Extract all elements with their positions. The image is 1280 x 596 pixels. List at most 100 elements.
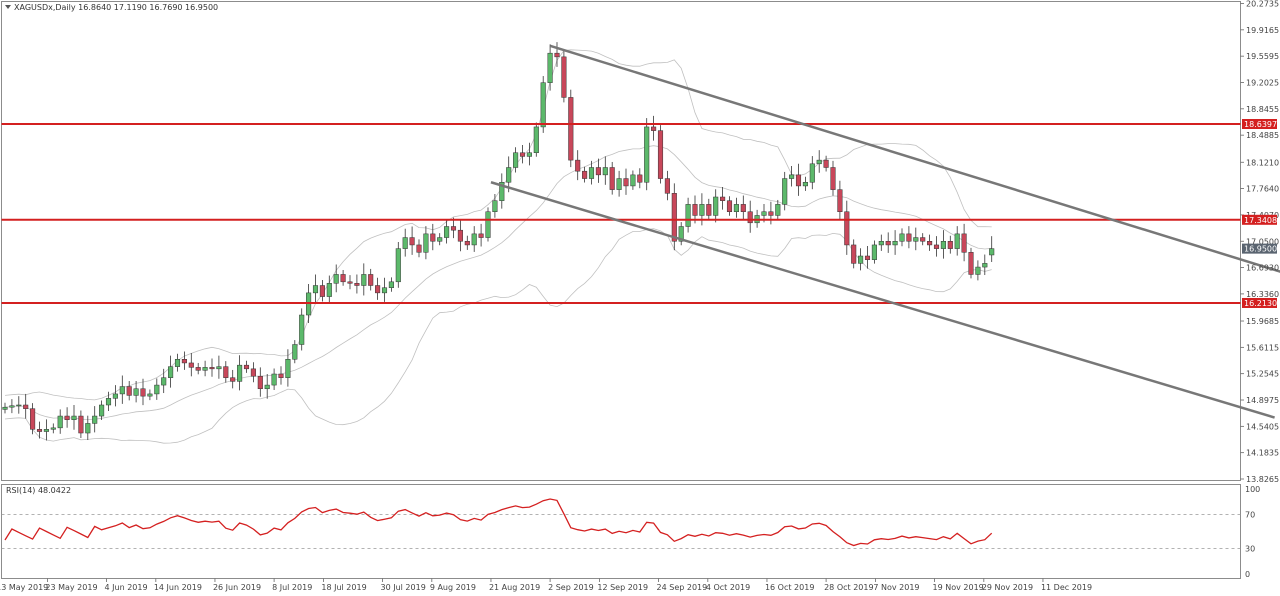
candle [940, 230, 946, 259]
candle [858, 248, 864, 271]
candle [809, 156, 815, 190]
candle [423, 226, 429, 260]
candle [885, 232, 891, 253]
date-tick-label: 30 Jul 2019 [381, 583, 426, 592]
candle [2, 402, 8, 414]
candle [92, 406, 98, 433]
price-tick-label: 20.2735 [1246, 0, 1279, 9]
price-tag: 16.9500 [1242, 243, 1277, 254]
candle [347, 275, 353, 290]
candle [830, 160, 836, 196]
price-tick-label: 19.2025 [1246, 78, 1279, 87]
candle [471, 226, 477, 252]
trendlines[interactable] [490, 44, 1280, 419]
candle [651, 115, 657, 141]
candle [485, 207, 491, 242]
candle [947, 235, 953, 254]
candle [416, 239, 422, 258]
price-tick-label: 15.2545 [1246, 370, 1279, 379]
price-tick-label: 15.6115 [1246, 343, 1279, 352]
candle [368, 268, 374, 291]
price-tick-label: 14.1835 [1246, 449, 1279, 458]
candle [161, 368, 167, 394]
price-tick-label: 19.5595 [1246, 52, 1279, 61]
candle [740, 195, 746, 220]
candle [533, 122, 539, 157]
price-axis: 20.2735 19.9165 19.5595 19.2025 18.8455 18.48… [1240, 0, 1279, 484]
price-tick-label: 19.9165 [1246, 26, 1279, 35]
candle [78, 410, 84, 438]
price-tick-label: 17.7640 [1246, 185, 1279, 194]
date-tick-label: 21 Aug 2019 [489, 583, 540, 592]
candle [444, 219, 450, 244]
candle [237, 355, 243, 391]
candle [913, 227, 919, 251]
candle [188, 352, 194, 377]
candle [326, 275, 332, 304]
candle [892, 230, 898, 255]
date-tick-label: 24 Sep 2019 [657, 583, 708, 592]
candle [50, 423, 56, 434]
date-tick-label: 29 Nov 2019 [982, 583, 1033, 592]
date-tick-label: 23 May 2019 [45, 583, 97, 592]
candle [547, 44, 553, 91]
date-tick-label: 4 Jun 2019 [105, 583, 148, 592]
candle [195, 362, 201, 375]
price-tick-label: 16.3360 [1246, 290, 1279, 299]
price-tick-label: 16.6930 [1246, 264, 1279, 273]
candle [506, 156, 512, 193]
candle [64, 407, 70, 428]
rsi-layer: 100 70 30 0 [1, 485, 1260, 579]
candle [340, 270, 346, 286]
candle [43, 419, 49, 441]
candle [519, 144, 526, 164]
candle [319, 279, 325, 302]
candle [982, 254, 988, 276]
candle [133, 381, 139, 403]
candle [230, 369, 236, 389]
candle [968, 247, 974, 279]
candle [250, 362, 256, 383]
horizontal-levels[interactable] [1, 123, 1241, 304]
candle [312, 274, 319, 303]
channel-trendline[interactable] [549, 44, 1280, 273]
candle [837, 180, 843, 220]
candle [851, 239, 857, 269]
candle [388, 277, 394, 292]
candle [119, 375, 125, 404]
candle [989, 236, 995, 262]
candle [802, 176, 808, 191]
candle [174, 353, 181, 372]
candle [927, 234, 933, 251]
candle [706, 198, 712, 221]
bollinger-middle-line [4, 145, 992, 420]
candle [795, 163, 802, 196]
collapse-triangle-icon[interactable] [5, 5, 11, 9]
candle [561, 51, 567, 103]
candle [354, 274, 360, 294]
candle [575, 150, 581, 181]
svg-text:16.9500: 16.9500 [1244, 245, 1277, 254]
candle [430, 223, 436, 251]
candle [630, 170, 636, 190]
candle [126, 381, 132, 401]
date-tick-label: 11 Dec 2019 [1041, 583, 1092, 592]
candle [85, 415, 91, 440]
candle [526, 142, 532, 166]
date-tick-label: 19 Nov 2019 [933, 583, 984, 592]
candle [202, 360, 208, 377]
candle [568, 89, 574, 168]
bollinger-lower-line [4, 228, 992, 444]
rsi-scale-label: 30 [1245, 545, 1255, 554]
candle [775, 199, 781, 220]
candle [23, 393, 29, 419]
price-tick-label: 18.1210 [1246, 158, 1279, 167]
candle [954, 226, 960, 256]
candle [99, 400, 105, 421]
channel-trendline[interactable] [490, 181, 1275, 419]
price-tick-label: 18.8455 [1246, 105, 1279, 114]
rsi-scale-label: 100 [1245, 485, 1260, 494]
price-tick-label: 17.0500 [1246, 237, 1279, 246]
